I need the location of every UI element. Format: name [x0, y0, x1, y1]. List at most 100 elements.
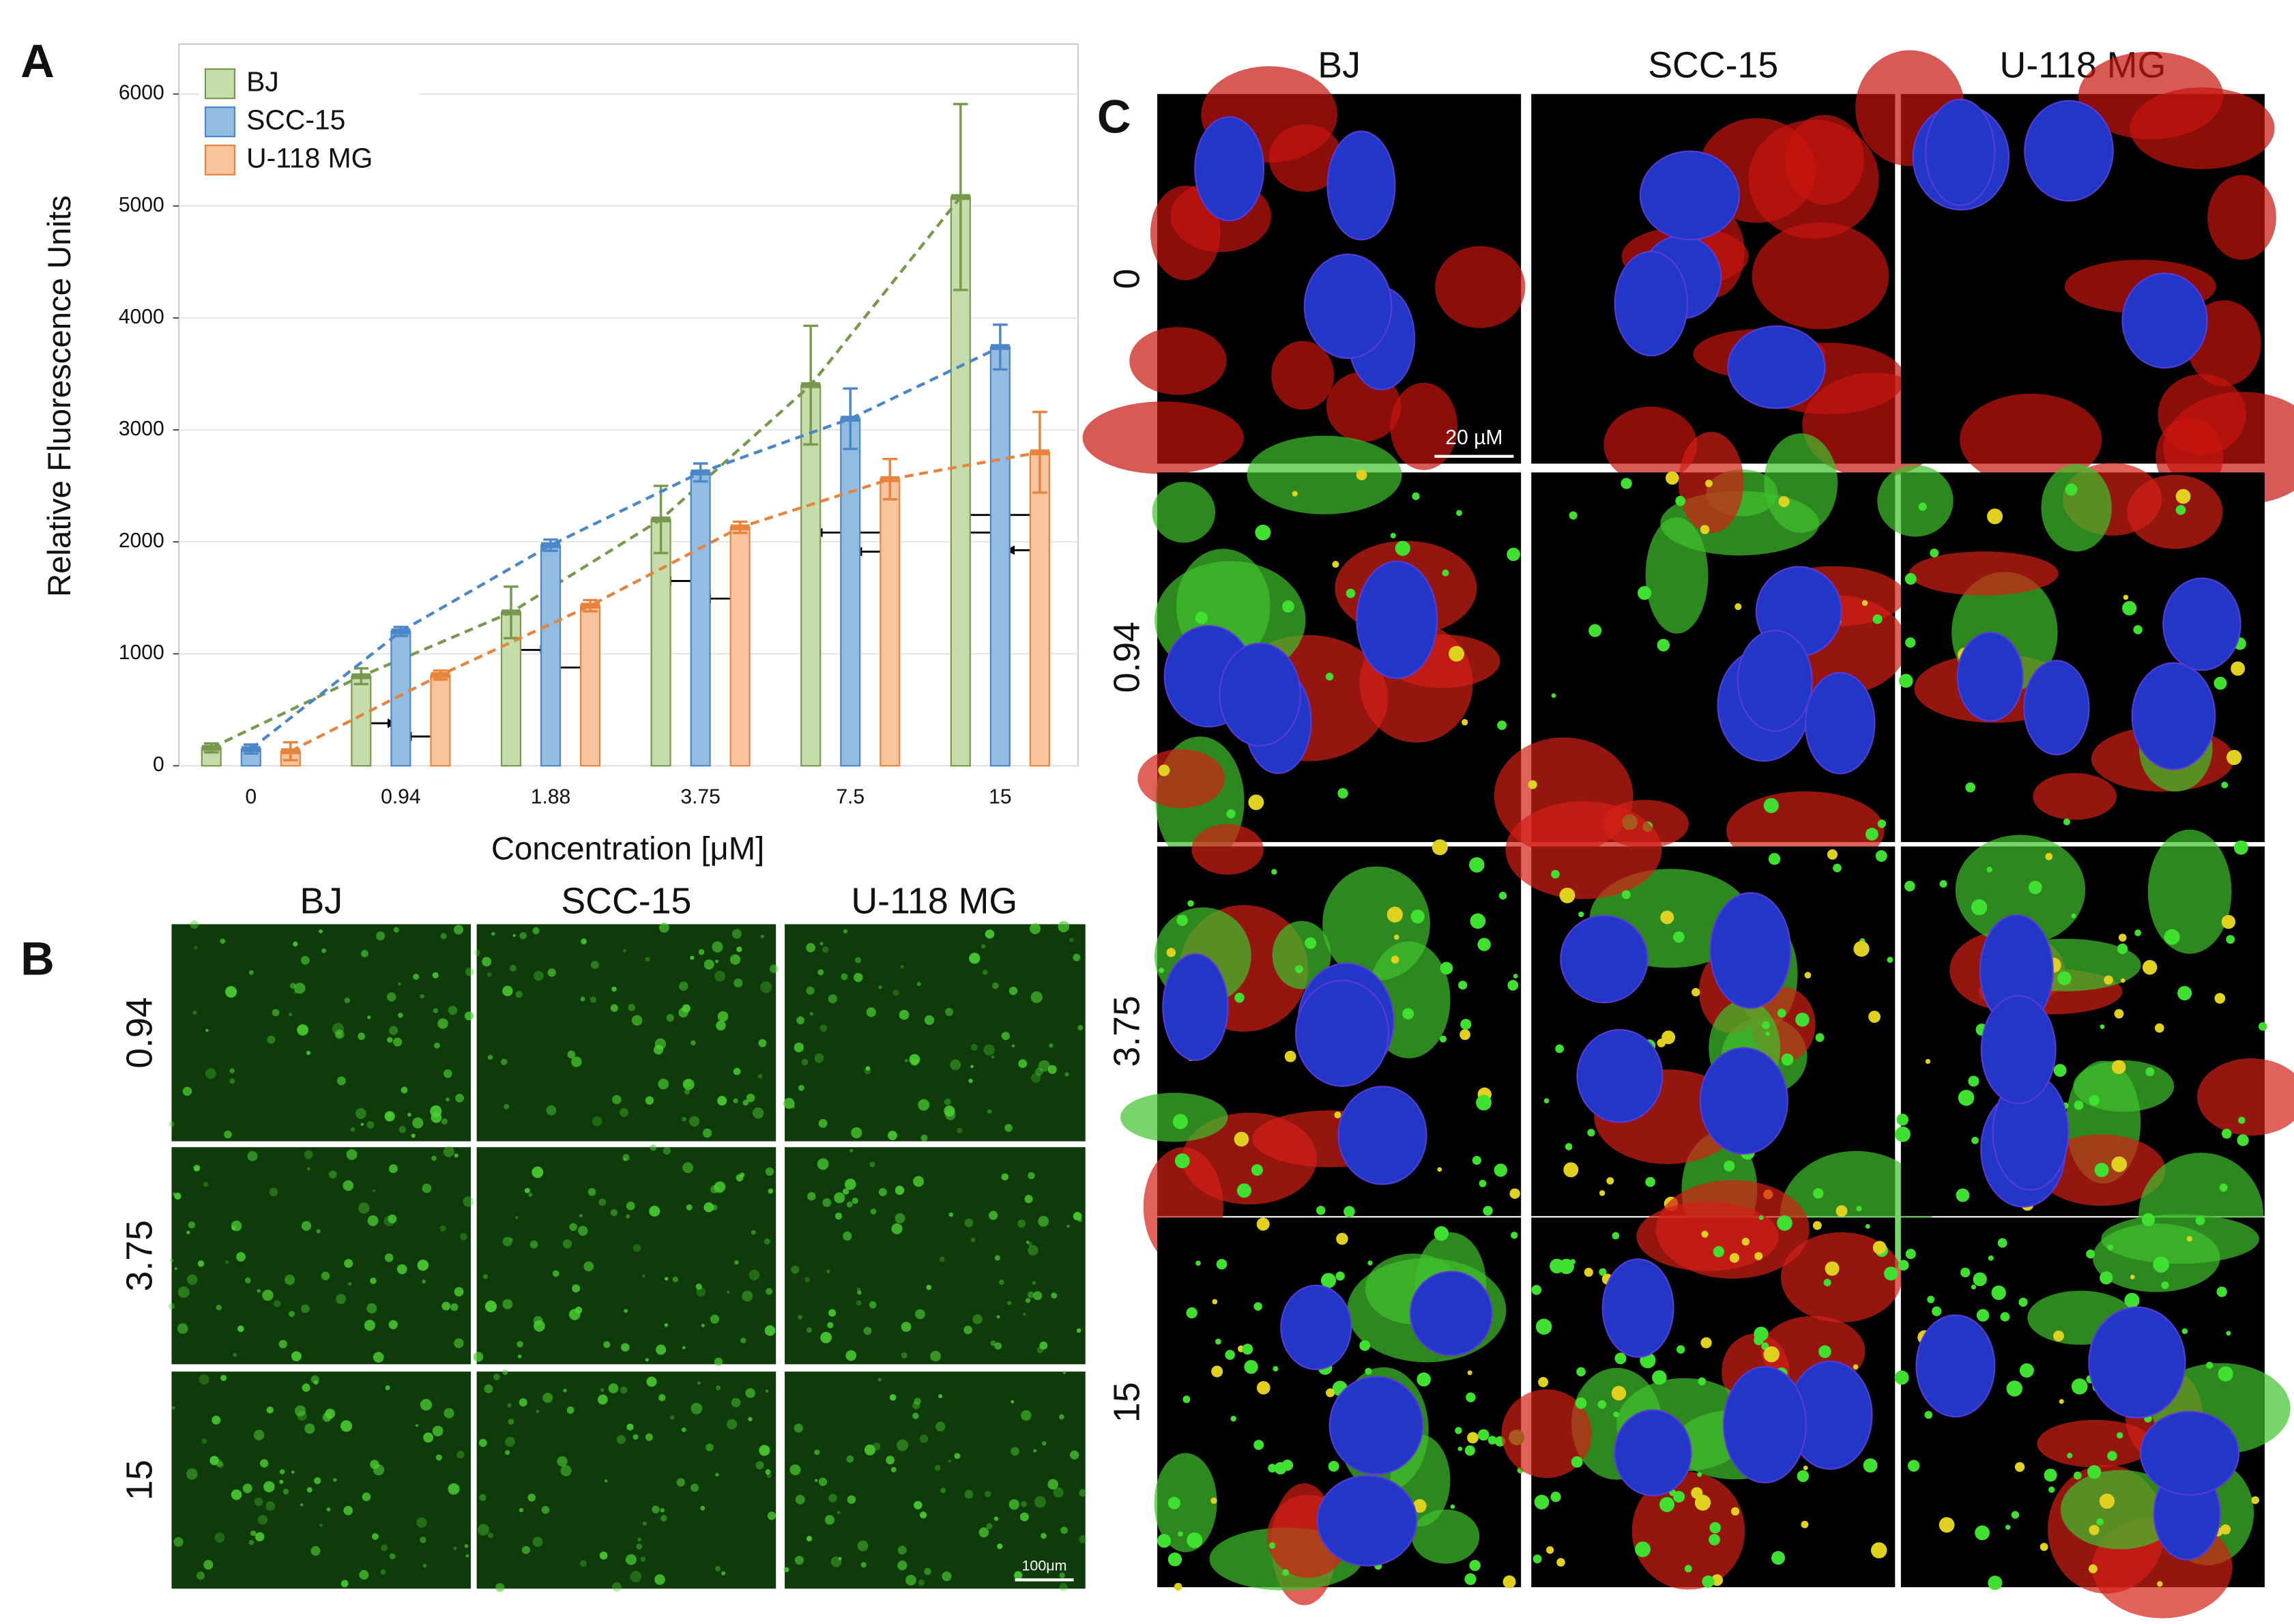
vesicle — [2100, 1271, 2113, 1285]
vesicle — [1253, 1302, 1262, 1311]
cell-spot — [856, 1300, 862, 1306]
x-tick-label: 0 — [245, 786, 257, 809]
scale-bar-label: 20 µM — [1445, 426, 1502, 449]
vesicle — [2045, 852, 2053, 860]
cell-spot — [272, 1009, 280, 1017]
cell-spot — [186, 1468, 198, 1480]
cell-spot — [512, 933, 516, 938]
vesicle — [1166, 948, 1176, 957]
cell-spot — [371, 1533, 379, 1540]
vesicle — [1242, 1344, 1253, 1355]
cell-spot — [192, 1010, 197, 1015]
vesicle — [1898, 1260, 1909, 1271]
cell-spot — [450, 1303, 459, 1311]
cell-spot — [422, 1563, 427, 1568]
cell-spot — [177, 1323, 188, 1334]
cell-spot — [897, 1561, 908, 1571]
cell-spot — [300, 955, 310, 965]
vesicle — [1904, 572, 1917, 585]
cell-spot — [806, 1535, 813, 1542]
cell-spot — [688, 1116, 700, 1127]
cell-spot — [827, 1322, 834, 1329]
vesicle — [1645, 1176, 1655, 1187]
vesicle — [1477, 938, 1491, 951]
cell-spot — [1079, 1535, 1087, 1543]
vesicle — [1724, 1160, 1735, 1172]
cell-spot — [834, 1213, 843, 1220]
vesicle — [1997, 1238, 2007, 1248]
row-header: 0 — [1106, 269, 1147, 289]
cell-spot — [333, 1477, 337, 1482]
trend-line — [250, 345, 1001, 751]
cell-spot — [285, 1275, 295, 1286]
cell-spot — [361, 950, 368, 957]
cell-spot — [562, 1239, 572, 1249]
cell-spot — [557, 1456, 568, 1467]
cell-spot — [801, 1058, 809, 1066]
cell-spot — [248, 970, 254, 975]
cell-spot — [819, 1024, 828, 1032]
cell-spot — [682, 1079, 691, 1088]
cell-spot — [590, 996, 597, 1003]
cell-spot — [1022, 1312, 1026, 1316]
cell-spot — [814, 1053, 824, 1063]
vesicle — [1986, 867, 1992, 873]
vesicle — [1599, 1190, 1606, 1196]
vesicle — [2086, 1249, 2095, 1259]
vesicle — [1216, 1258, 1228, 1270]
cell-spot — [826, 1269, 830, 1273]
vesicle — [1702, 1575, 1715, 1588]
cell-spot — [706, 1443, 714, 1451]
vesicle — [2181, 1328, 2188, 1335]
cell-spot — [645, 1096, 654, 1105]
vesicle — [1905, 1249, 1916, 1260]
cell-spot — [676, 1478, 685, 1487]
vesicle — [2251, 1496, 2259, 1505]
vesicle — [1543, 1098, 1550, 1103]
cell-spot — [453, 1546, 457, 1550]
cell-spot — [229, 1068, 235, 1073]
cell-spot — [487, 1054, 493, 1060]
vesicle — [2006, 1380, 2023, 1397]
cell-spot — [269, 1187, 278, 1197]
cell-spot — [567, 1050, 576, 1059]
vesicle — [1320, 1273, 1337, 1288]
cell-spot — [568, 1309, 581, 1320]
vesicle — [2048, 1486, 2055, 1493]
cell-spot — [188, 1221, 196, 1229]
vesicle — [2063, 818, 2070, 826]
cell-spot — [1028, 1172, 1035, 1180]
cell-spot — [592, 1116, 602, 1127]
vesicle — [1538, 1377, 1549, 1387]
y-tick-label: 5000 — [119, 194, 164, 216]
vesicle — [1551, 693, 1556, 698]
vesicle — [1225, 1350, 1235, 1360]
vesicle — [1754, 1335, 1764, 1346]
cell-spot — [734, 978, 743, 988]
vesicle — [1335, 1271, 1345, 1281]
nucleus — [1614, 1409, 1692, 1496]
cytoplasm — [1435, 246, 1526, 328]
cell-spot — [1039, 1341, 1048, 1350]
cell-spot — [456, 1450, 465, 1459]
cell-spot — [715, 1566, 721, 1571]
vesicle — [1334, 1111, 1341, 1118]
cell-spot — [301, 1221, 312, 1231]
cell-spot — [247, 1150, 258, 1161]
cell-spot — [302, 1383, 310, 1392]
vesicle — [1968, 1075, 1979, 1087]
vesicle — [1729, 1253, 1740, 1263]
vesicle — [1469, 1559, 1481, 1571]
vesicle — [2218, 1366, 2233, 1382]
cell-spot — [748, 1417, 753, 1421]
vesicle — [1895, 1126, 1911, 1142]
vesicle — [1905, 637, 1916, 648]
cell-spot — [532, 1537, 543, 1547]
vesicle — [1559, 887, 1576, 903]
cell-spot — [528, 1192, 533, 1197]
vesicle — [1730, 1507, 1740, 1516]
vesicle — [1460, 1019, 1472, 1030]
cell-spot — [386, 992, 396, 1002]
vesicle — [1570, 1259, 1576, 1265]
panel-label: C — [1097, 91, 1131, 143]
